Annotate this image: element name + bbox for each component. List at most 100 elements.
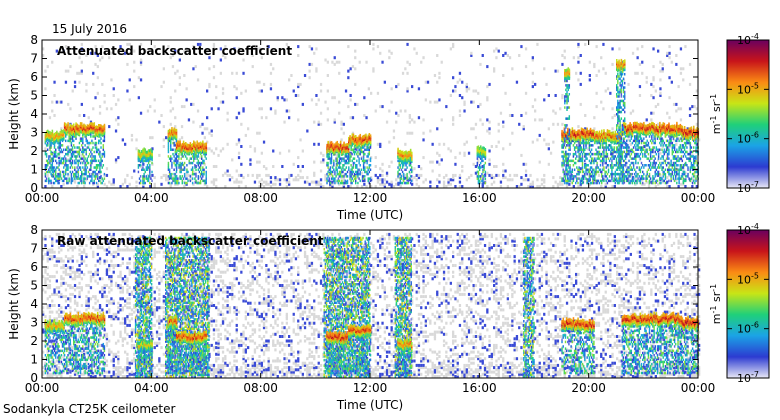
noise-cell bbox=[333, 62, 336, 66]
aerosol-cell bbox=[615, 146, 618, 149]
cloud-cell bbox=[69, 125, 72, 129]
noise-cell bbox=[515, 185, 519, 188]
cloud-cell bbox=[360, 137, 363, 141]
noise-cell bbox=[570, 180, 573, 184]
cloud-cell bbox=[367, 134, 370, 138]
aerosol-cell bbox=[478, 164, 481, 167]
noise-cell bbox=[288, 109, 291, 113]
aerosol-cell bbox=[634, 168, 636, 171]
cloud-cell bbox=[357, 138, 359, 142]
aerosol-cell bbox=[477, 177, 480, 180]
aerosol-cell bbox=[482, 179, 484, 183]
aerosol-cell bbox=[203, 170, 205, 174]
noise-cell bbox=[301, 176, 304, 180]
cloud-cell bbox=[75, 124, 77, 128]
aerosol-cell bbox=[651, 157, 653, 160]
aerosol-cell bbox=[639, 168, 642, 171]
aerosol-cell bbox=[350, 181, 352, 185]
aerosol-cell bbox=[100, 164, 102, 167]
aerosol-cell bbox=[564, 146, 567, 149]
cloud-cell bbox=[341, 153, 343, 156]
cloud-cell bbox=[93, 123, 96, 127]
noise-cell bbox=[162, 125, 165, 129]
noise-cell bbox=[474, 171, 478, 175]
aerosol-cell bbox=[581, 157, 584, 160]
noise-cell bbox=[237, 47, 241, 51]
aerosol-cell bbox=[95, 146, 98, 149]
cloud-cell bbox=[81, 129, 83, 132]
cloud-cell bbox=[484, 153, 487, 157]
noise-cell bbox=[677, 107, 680, 111]
aerosol-cell bbox=[199, 152, 202, 156]
aerosol-cell bbox=[355, 166, 357, 169]
noise-cell bbox=[269, 71, 273, 75]
noise-cell bbox=[534, 109, 537, 113]
aerosol-cell bbox=[361, 159, 364, 163]
cloud-cell bbox=[149, 157, 151, 161]
aerosol-cell bbox=[95, 150, 98, 154]
aerosol-cell bbox=[53, 150, 56, 154]
noise-cell bbox=[695, 96, 698, 100]
aerosol-cell bbox=[349, 172, 351, 176]
aerosol-cell bbox=[60, 159, 63, 163]
cloud-cell bbox=[168, 130, 171, 134]
aerosol-cell bbox=[57, 181, 59, 185]
aerosol-cell bbox=[71, 137, 74, 140]
cloud-cell bbox=[201, 149, 203, 153]
aerosol-cell bbox=[332, 177, 334, 180]
aerosol-cell bbox=[484, 177, 487, 180]
aerosol-cell bbox=[562, 177, 564, 180]
cloud-cell bbox=[57, 132, 59, 136]
noise-cell bbox=[479, 62, 482, 66]
noise-cell bbox=[262, 165, 266, 168]
aerosol-cell bbox=[77, 164, 79, 167]
aerosol-cell bbox=[562, 159, 564, 163]
noise-cell bbox=[504, 51, 507, 55]
aerosol-cell bbox=[584, 172, 586, 176]
noise-cell bbox=[101, 82, 104, 86]
aerosol-cell bbox=[69, 139, 72, 143]
cloud-cell bbox=[336, 149, 339, 153]
noise-cell bbox=[338, 71, 341, 75]
noise-cell bbox=[415, 178, 418, 182]
cloud-cell bbox=[84, 131, 86, 135]
cloud-cell bbox=[368, 133, 371, 136]
noise-cell bbox=[285, 42, 288, 46]
noise-cell bbox=[85, 178, 88, 182]
aerosol-cell bbox=[599, 168, 602, 171]
aerosol-cell bbox=[67, 168, 69, 171]
noise-cell bbox=[105, 173, 109, 177]
noise-cell bbox=[265, 182, 268, 186]
cloud-cell bbox=[338, 144, 341, 147]
noise-cell bbox=[641, 45, 644, 49]
cloud-cell bbox=[203, 143, 205, 147]
cloud-cell bbox=[102, 131, 105, 135]
aerosol-cell bbox=[100, 146, 102, 149]
aerosol-cell bbox=[83, 177, 85, 180]
noise-cell bbox=[374, 185, 377, 188]
noise-cell bbox=[559, 107, 562, 111]
noise-cell bbox=[139, 42, 143, 46]
aerosol-cell bbox=[484, 181, 487, 185]
aerosol-cell bbox=[602, 144, 604, 147]
aerosol-cell bbox=[63, 177, 66, 180]
aerosol-cell bbox=[84, 177, 86, 180]
cloud-cell bbox=[361, 140, 364, 144]
aerosol-cell bbox=[196, 155, 198, 158]
aerosol-cell bbox=[143, 159, 145, 163]
noise-cell bbox=[103, 94, 106, 97]
noise-cell bbox=[85, 89, 88, 93]
aerosol-cell bbox=[628, 166, 630, 169]
aerosol-cell bbox=[353, 161, 356, 165]
noise-cell bbox=[675, 142, 678, 146]
noise-cell bbox=[319, 122, 323, 126]
cloud-cell bbox=[186, 146, 188, 150]
noise-cell bbox=[269, 180, 273, 184]
noise-cell bbox=[233, 85, 236, 89]
noise-cell bbox=[269, 107, 273, 111]
cloud-cell bbox=[172, 134, 174, 138]
aerosol-cell bbox=[69, 166, 72, 169]
aerosol-cell bbox=[352, 179, 355, 183]
cloud-cell bbox=[476, 154, 479, 158]
aerosol-cell bbox=[49, 179, 51, 183]
